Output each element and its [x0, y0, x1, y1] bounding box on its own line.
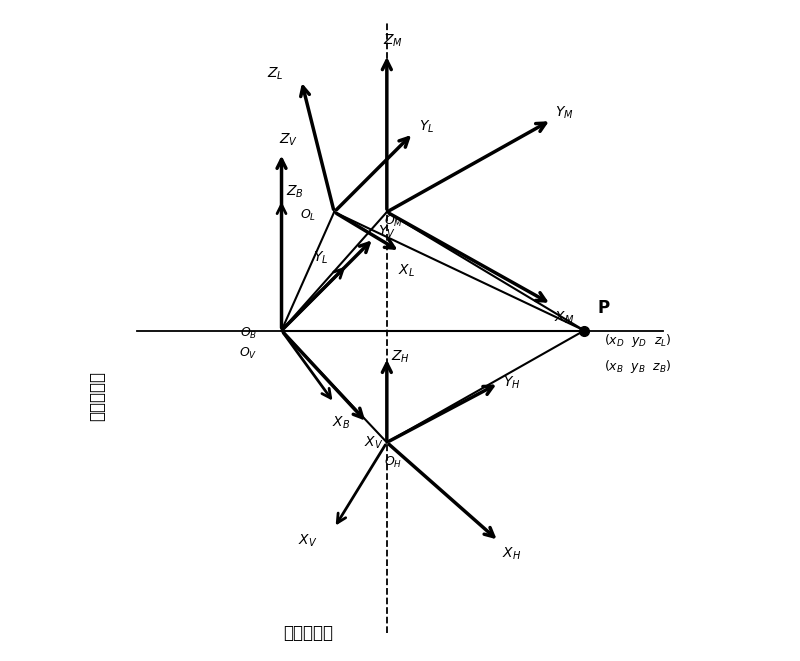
Text: $Z_L$: $Z_L$: [266, 65, 283, 82]
Text: $(x_B\ \ y_B\ \ z_B)$: $(x_B\ \ y_B\ \ z_B)$: [604, 358, 671, 375]
Text: $Y_M$: $Y_M$: [555, 105, 574, 122]
Text: $Z_M$: $Z_M$: [383, 32, 403, 49]
Text: $X_V$: $X_V$: [364, 434, 383, 451]
Text: $\mathbf{P}$: $\mathbf{P}$: [598, 299, 611, 317]
Text: $X_H$: $X_H$: [502, 546, 522, 563]
Text: $Y_L$: $Y_L$: [314, 250, 329, 266]
Text: $X_L$: $X_L$: [398, 263, 415, 280]
Text: $Z_H$: $Z_H$: [390, 348, 410, 365]
Text: $(x_D\ \ y_D\ \ z_L)$: $(x_D\ \ y_D\ \ z_L)$: [604, 332, 672, 348]
Text: $O_V$: $O_V$: [239, 346, 258, 361]
Text: $O_H$: $O_H$: [384, 455, 402, 470]
Text: $X_M$: $X_M$: [554, 309, 574, 325]
Text: $Z_V$: $Z_V$: [278, 132, 298, 148]
Text: $Y_H$: $Y_H$: [503, 375, 521, 391]
Text: $O_M$: $O_M$: [384, 214, 403, 229]
Text: $O_B$: $O_B$: [240, 327, 258, 341]
Text: $Z_B$: $Z_B$: [286, 184, 304, 200]
Text: $Y_L$: $Y_L$: [418, 118, 434, 135]
Text: $O_L$: $O_L$: [300, 208, 316, 223]
Text: $X_B$: $X_B$: [332, 414, 350, 431]
Text: $Y_V$: $Y_V$: [378, 223, 396, 240]
Text: $X_V$: $X_V$: [298, 533, 318, 549]
Text: 水平旋转轴: 水平旋转轴: [283, 624, 333, 642]
Text: 竖直旋转轴: 竖直旋转轴: [88, 371, 106, 421]
